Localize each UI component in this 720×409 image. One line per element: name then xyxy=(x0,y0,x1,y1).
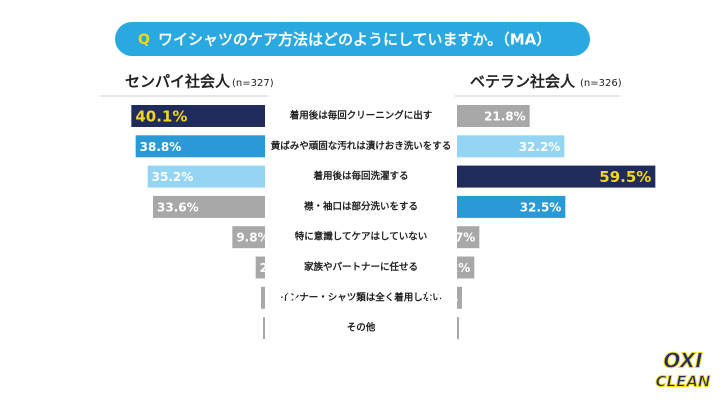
value-label: 59.5% xyxy=(599,168,651,186)
bar xyxy=(261,286,265,309)
category-label: 襟・袖口は部分洗いをする xyxy=(304,200,418,212)
value-label: 35.2% xyxy=(152,170,194,184)
category-label: 黄ばみや頑固な汚れは漬けおき洗いをする xyxy=(271,140,452,152)
logo-text: CLEAN xyxy=(656,373,711,391)
bar xyxy=(147,165,265,188)
value-label: 2.8% xyxy=(260,261,293,275)
bar xyxy=(457,256,475,279)
value-label: 32.2% xyxy=(519,140,561,154)
bar xyxy=(457,226,480,249)
category-label: 着用後は毎回クリーニングに出す xyxy=(289,110,433,122)
series-n: (n=327) xyxy=(232,78,274,89)
value-label: 38.8% xyxy=(140,140,182,154)
value-label: 6.7% xyxy=(442,231,475,245)
bar xyxy=(457,286,462,309)
title-pill xyxy=(115,22,590,56)
bar xyxy=(263,317,265,340)
bar xyxy=(153,195,265,218)
value-label: 21.8% xyxy=(484,110,526,124)
bar xyxy=(131,105,265,127)
bar xyxy=(457,135,565,158)
bar xyxy=(232,226,265,249)
series-name: ベテラン社会人 xyxy=(470,73,576,91)
chart-title: ワイシャツのケア方法はどのようにしていますか。（MA） xyxy=(158,31,551,49)
bar xyxy=(457,195,566,218)
series-name: センパイ社会人 xyxy=(125,73,231,91)
question-label: Q xyxy=(138,32,150,48)
value-label: 9.8% xyxy=(236,231,269,245)
value-label: 5.2% xyxy=(437,261,470,275)
value-label: 0.6% xyxy=(422,322,455,336)
value-label: 33.6% xyxy=(157,200,199,214)
bar xyxy=(255,256,265,279)
category-label: 着用後は毎回洗濯する xyxy=(312,170,408,182)
bar xyxy=(457,165,656,188)
value-label: 1.5% xyxy=(425,291,458,305)
logo: OXI CLEAN xyxy=(655,348,711,391)
bar xyxy=(135,135,265,158)
category-label: 特に意識してケアはしていない xyxy=(295,231,427,243)
value-label: 32.5% xyxy=(520,200,562,214)
value-label: 40.1% xyxy=(135,108,187,126)
logo-text: OXI xyxy=(663,349,703,373)
category-label: 家族やパートナーに任せる xyxy=(304,261,418,273)
value-label: 0.6% xyxy=(267,322,300,336)
bar xyxy=(457,317,459,340)
series-n: (n=326) xyxy=(580,78,622,89)
category-label: インナー・シャツ類は全く着用しない xyxy=(280,291,442,303)
value-label: 1.2% xyxy=(265,291,298,305)
bar xyxy=(457,105,530,127)
category-label: その他 xyxy=(347,322,376,334)
